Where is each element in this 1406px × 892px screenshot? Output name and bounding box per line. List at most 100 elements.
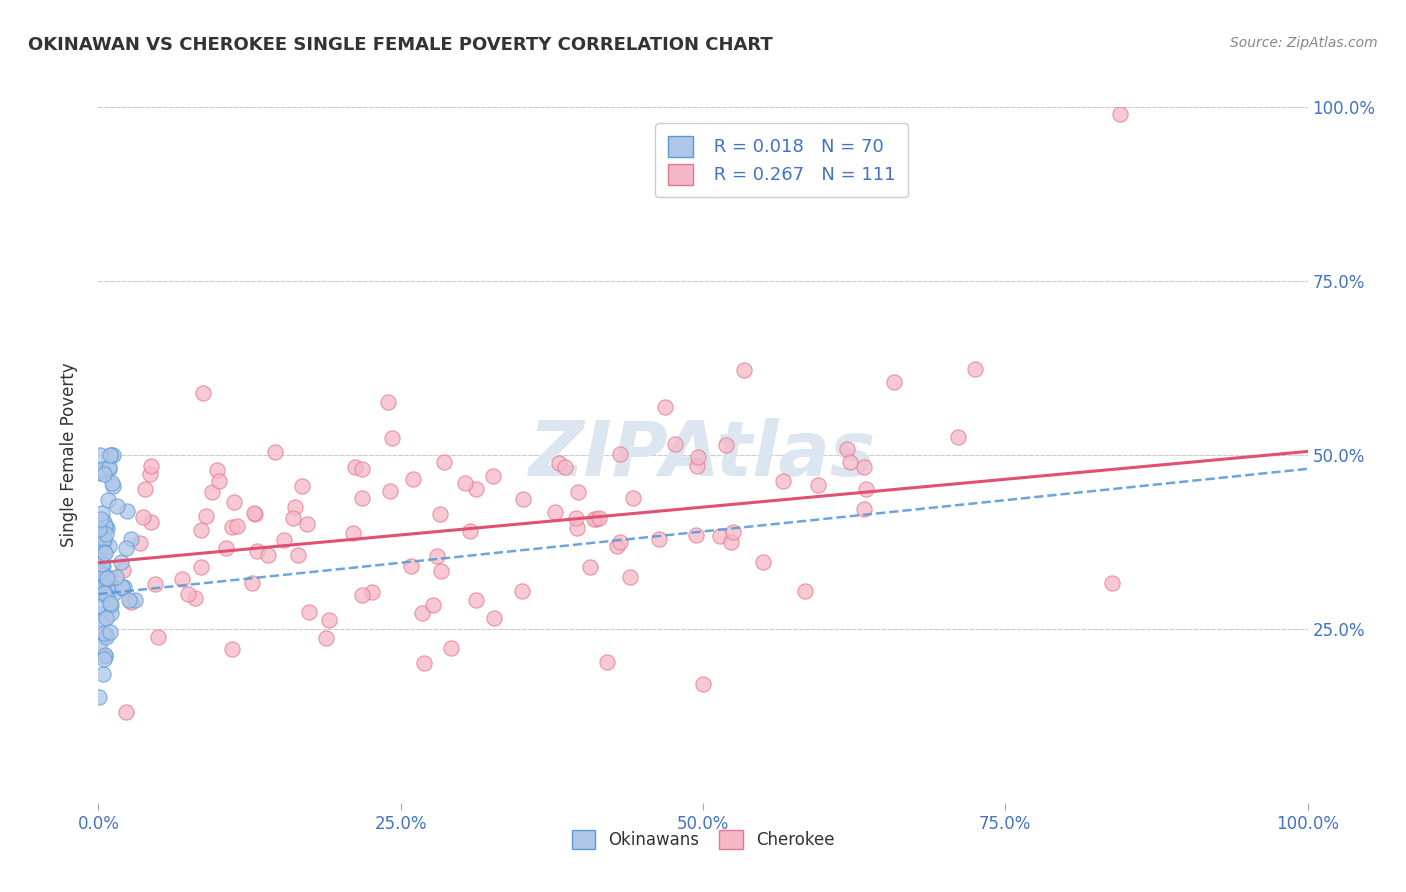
Text: ZIPAtlas: ZIPAtlas	[529, 418, 877, 491]
Point	[89, 565, 111, 579]
Point	[177, 587, 200, 601]
Point	[93, 626, 115, 640]
Point	[692, 677, 714, 691]
Point	[855, 483, 877, 497]
Point	[98, 462, 121, 476]
Point	[315, 631, 337, 645]
Point	[377, 394, 399, 409]
Point	[596, 655, 619, 669]
Point	[723, 525, 745, 540]
Point	[297, 605, 319, 619]
Point	[100, 598, 122, 612]
Point	[411, 606, 433, 620]
Point	[91, 557, 114, 571]
Point	[94, 648, 117, 663]
Point	[609, 447, 631, 461]
Point	[685, 527, 707, 541]
Point	[194, 508, 217, 523]
Point	[510, 583, 533, 598]
Point	[143, 577, 166, 591]
Text: Source: ZipAtlas.com: Source: ZipAtlas.com	[1230, 36, 1378, 50]
Point	[287, 548, 309, 562]
Point	[619, 570, 641, 584]
Point	[401, 559, 423, 574]
Point	[132, 510, 155, 524]
Point	[606, 539, 628, 553]
Point	[139, 467, 162, 481]
Point	[101, 448, 124, 462]
Point	[129, 536, 152, 550]
Point	[429, 565, 451, 579]
Point	[93, 535, 115, 549]
Point	[948, 429, 970, 443]
Point	[183, 591, 205, 606]
Point	[793, 584, 815, 599]
Point	[97, 539, 120, 553]
Point	[352, 589, 374, 603]
Point	[91, 613, 114, 627]
Point	[350, 462, 373, 476]
Point	[93, 467, 115, 481]
Point	[215, 541, 238, 555]
Point	[207, 462, 229, 476]
Point	[883, 375, 905, 389]
Point	[91, 666, 114, 681]
Point	[91, 540, 114, 554]
Point	[89, 607, 111, 622]
Point	[117, 593, 139, 607]
Point	[263, 445, 285, 459]
Point	[89, 640, 111, 654]
Point	[344, 460, 367, 475]
Point	[90, 512, 112, 526]
Point	[100, 596, 122, 610]
Y-axis label: Single Female Poverty: Single Female Poverty	[59, 363, 77, 547]
Point	[190, 524, 212, 538]
Point	[90, 599, 112, 613]
Point	[654, 401, 676, 415]
Point	[141, 459, 163, 474]
Point	[208, 475, 231, 489]
Point	[224, 494, 246, 508]
Point	[90, 537, 112, 551]
Point	[191, 385, 214, 400]
Point	[111, 563, 134, 577]
Point	[281, 510, 304, 524]
Point	[360, 584, 382, 599]
Point	[295, 516, 318, 531]
Point	[98, 459, 121, 474]
Point	[96, 572, 118, 586]
Point	[852, 460, 875, 475]
Point	[464, 593, 486, 607]
Point	[94, 649, 117, 664]
Point	[94, 519, 117, 533]
Point	[852, 502, 875, 516]
Point	[98, 448, 121, 462]
Point	[89, 448, 111, 462]
Point	[621, 491, 644, 506]
Point	[342, 526, 364, 541]
Point	[318, 613, 340, 627]
Point	[465, 482, 488, 496]
Point	[134, 482, 156, 496]
Point	[120, 532, 142, 546]
Point	[93, 515, 115, 529]
Point	[772, 474, 794, 488]
Point	[93, 533, 115, 547]
Point	[87, 553, 110, 567]
Point	[352, 491, 374, 506]
Point	[257, 549, 280, 563]
Point	[101, 475, 124, 490]
Point	[482, 468, 505, 483]
Point	[588, 510, 610, 524]
Point	[90, 461, 112, 475]
Point	[190, 560, 212, 574]
Point	[94, 587, 117, 601]
Point	[1101, 576, 1123, 591]
Point	[115, 541, 138, 555]
Point	[243, 506, 266, 520]
Point	[720, 534, 742, 549]
Point	[105, 570, 128, 584]
Point	[94, 628, 117, 642]
Point	[567, 485, 589, 500]
Point	[381, 431, 404, 445]
